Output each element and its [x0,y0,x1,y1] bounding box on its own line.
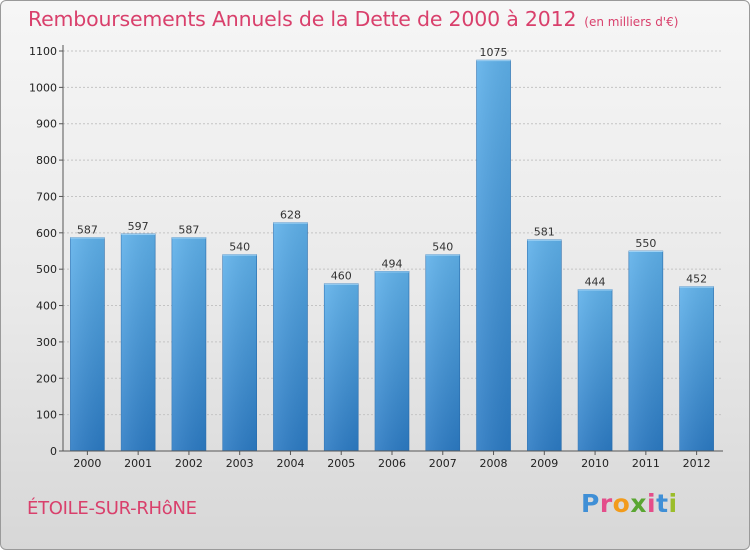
bar-shade [628,251,663,451]
logo-letter: i [668,489,678,518]
bar-value-label: 581 [534,226,555,239]
bar-value-label: 587 [77,224,98,237]
bar-shade [324,283,359,451]
y-tick-label: 300 [36,336,57,349]
y-tick-label: 0 [50,445,57,458]
bar-value-label: 460 [331,270,352,283]
x-tick-label: 2000 [73,457,101,470]
bar-value-label: 494 [382,257,403,270]
bar-shade [121,233,156,451]
bar-value-label: 1075 [480,46,508,59]
chart-subtitle: (en milliers d'€) [584,15,679,29]
y-tick-label: 200 [36,372,57,385]
proxiti-logo[interactable]: Proxiti [581,489,678,518]
logo-letter: P [581,489,600,518]
bar-value-label: 540 [432,241,453,254]
y-tick-label: 500 [36,263,57,276]
bar-value-label: 628 [280,209,301,222]
bar-shade [527,239,562,451]
y-tick-label: 1000 [29,81,57,94]
x-tick-label: 2001 [124,457,152,470]
bar-shade [273,222,308,451]
bar-shade [679,286,714,451]
x-tick-label: 2002 [175,457,203,470]
logo-letter: r [599,489,613,518]
chart-title-row: Remboursements Annuels de la Dette de 20… [28,7,678,31]
y-tick-label: 900 [36,118,57,131]
logo-letter: o [612,489,631,518]
chart-title: Remboursements Annuels de la Dette de 20… [28,7,577,31]
x-tick-label: 2010 [581,457,609,470]
x-tick-label: 2008 [480,457,508,470]
y-tick-label: 100 [36,409,57,422]
bar-value-label: 587 [178,224,199,237]
logo-letter: t [656,489,669,518]
y-tick-label: 800 [36,154,57,167]
bar-shade [171,237,206,451]
bar-value-label: 597 [128,220,149,233]
x-tick-label: 2009 [530,457,558,470]
x-tick-label: 2012 [683,457,711,470]
bar-shade [476,60,511,451]
x-tick-label: 2005 [327,457,355,470]
x-tick-label: 2007 [429,457,457,470]
bar-shade [70,237,105,451]
bar-value-label: 550 [635,237,656,250]
x-tick-label: 2006 [378,457,406,470]
bar-shade [222,254,257,451]
y-tick-label: 600 [36,227,57,240]
x-tick-label: 2011 [632,457,660,470]
bar-shade [425,254,460,451]
x-tick-label: 2004 [276,457,304,470]
logo-letter: i [647,489,657,518]
city-name: ÉTOILE-SUR-RHôNE [27,498,197,519]
logo-letter: x [630,489,647,518]
bar-shade [578,289,613,451]
bar-value-label: 452 [686,273,707,286]
y-tick-label: 1100 [29,45,57,58]
bar-shade [375,271,409,451]
x-tick-label: 2003 [226,457,254,470]
bar-value-label: 540 [229,241,250,254]
bar-value-label: 444 [585,276,606,289]
y-tick-label: 700 [36,190,57,203]
y-tick-label: 400 [36,300,57,313]
